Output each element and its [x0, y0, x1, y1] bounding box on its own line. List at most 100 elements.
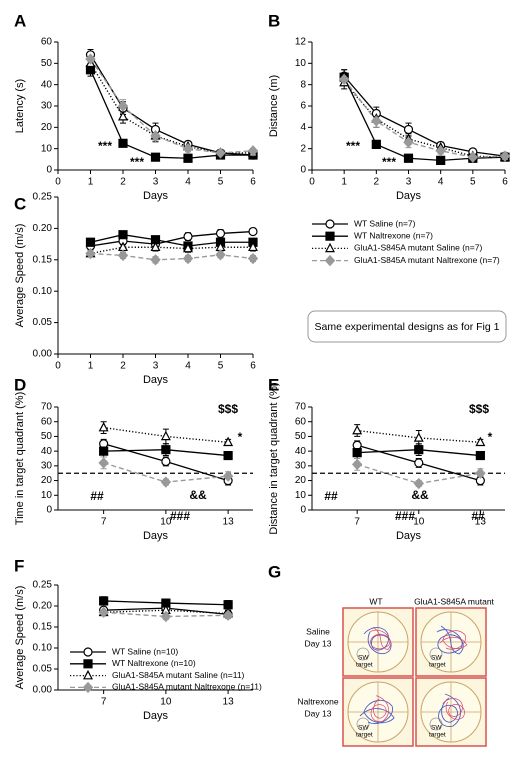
annotation: $$$ [218, 402, 238, 416]
panel-letter: F [14, 556, 24, 575]
y-tick-label: 0.25 [33, 192, 53, 203]
target-label: target [356, 732, 373, 739]
data-point [223, 450, 233, 461]
x-axis-label: Days [143, 190, 169, 202]
y-tick-label: 70 [295, 402, 307, 413]
note-text: Same experimental designs as for Fig 1 [314, 321, 499, 333]
data-point [99, 446, 109, 456]
x-axis-label: Days [143, 710, 169, 722]
data-point [403, 153, 414, 163]
y-tick-label: 10 [41, 143, 53, 154]
y-tick-label: 50 [295, 431, 307, 442]
data-point [160, 476, 172, 488]
y-tick-label: 0 [300, 165, 306, 176]
data-point [248, 241, 258, 252]
legend-label: GluA1-S845A mutant Naltrexone (n=11) [112, 682, 262, 692]
y-tick-label: 40 [41, 446, 53, 457]
series-line [89, 62, 253, 154]
legend-marker [325, 242, 335, 253]
x-tick-label: 2 [120, 177, 126, 188]
y-tick-label: 6 [300, 101, 306, 112]
data-point [98, 421, 109, 432]
swim-path [369, 626, 392, 650]
swim-path [439, 630, 468, 650]
y-tick-label: 20 [41, 475, 53, 486]
x-tick-label: 4 [438, 177, 444, 188]
series-line [343, 75, 506, 157]
target-label: SW [358, 655, 369, 662]
data-point [499, 150, 511, 162]
y-tick-label: 50 [41, 58, 53, 69]
y-tick-label: 40 [41, 79, 53, 90]
data-point [475, 467, 486, 479]
y-tick-label: 0.25 [33, 580, 53, 591]
annotation: ### [395, 509, 415, 523]
y-tick-label: 0.15 [33, 254, 53, 265]
data-point [215, 147, 226, 159]
series-line [90, 230, 254, 247]
x-tick-label: 13 [223, 697, 235, 708]
y-axis-label: Average Speed (m/s) [14, 586, 26, 690]
x-tick-label: 3 [153, 361, 159, 372]
data-point [467, 151, 479, 163]
x-tick-label: 3 [153, 177, 159, 188]
x-tick-label: 10 [160, 517, 172, 528]
data-point [215, 228, 226, 239]
y-tick-label: 60 [41, 37, 53, 48]
panel-letter: E [268, 375, 279, 394]
data-point [118, 230, 128, 240]
annotation: ### [170, 509, 190, 523]
platform-zone [429, 647, 443, 661]
data-point [223, 600, 233, 610]
data-point [182, 142, 194, 155]
x-tick-label: 3 [406, 177, 412, 188]
data-point [150, 235, 161, 245]
platform-zone [356, 647, 370, 661]
y-tick-label: 10 [295, 490, 307, 501]
y-tick-label: 8 [300, 79, 306, 90]
series-line [343, 76, 506, 162]
row-label: Day 13 [305, 708, 332, 718]
target-label: target [429, 732, 446, 739]
data-point [150, 241, 161, 252]
legend-label: WT Naltrexone (n=10) [112, 658, 196, 668]
y-tick-label: 60 [295, 416, 307, 427]
data-point [85, 237, 96, 247]
row-label: Saline [306, 626, 330, 636]
x-tick-label: 0 [309, 177, 315, 188]
x-tick-label: 4 [185, 361, 191, 372]
data-point [150, 152, 161, 162]
y-axis-label: Distance (m) [268, 75, 280, 137]
data-point [371, 115, 382, 127]
data-point [222, 470, 234, 482]
target-label: SW [431, 655, 442, 662]
annotation: && [189, 488, 207, 502]
y-tick-label: 0.00 [33, 349, 53, 360]
data-point [98, 606, 109, 618]
legend-label: WT Naltrexone (n=7) [354, 230, 433, 240]
x-tick-label: 7 [101, 517, 107, 528]
target-label: target [429, 662, 446, 669]
swim-path [363, 627, 392, 655]
x-tick-label: 7 [101, 697, 107, 708]
x-tick-label: 1 [88, 177, 94, 188]
y-tick-label: 10 [295, 58, 307, 69]
data-point [98, 457, 109, 469]
x-tick-label: 7 [354, 517, 360, 528]
legend-marker [83, 669, 93, 680]
target-label: SW [431, 725, 442, 732]
series-line [89, 54, 254, 156]
x-tick-label: 6 [250, 361, 256, 372]
annotation: ## [324, 489, 338, 503]
annotation: * [238, 430, 243, 444]
data-point [215, 249, 226, 261]
y-tick-label: 20 [41, 122, 53, 133]
annotation: *** [382, 155, 396, 169]
y-axis-label: Time in target quadrant (%) [14, 392, 26, 525]
data-point [117, 249, 129, 262]
data-point [247, 252, 259, 265]
y-tick-label: 0.05 [33, 317, 53, 328]
data-point [161, 456, 171, 467]
y-tick-label: 30 [295, 460, 307, 471]
y-tick-label: 0.20 [33, 223, 53, 234]
